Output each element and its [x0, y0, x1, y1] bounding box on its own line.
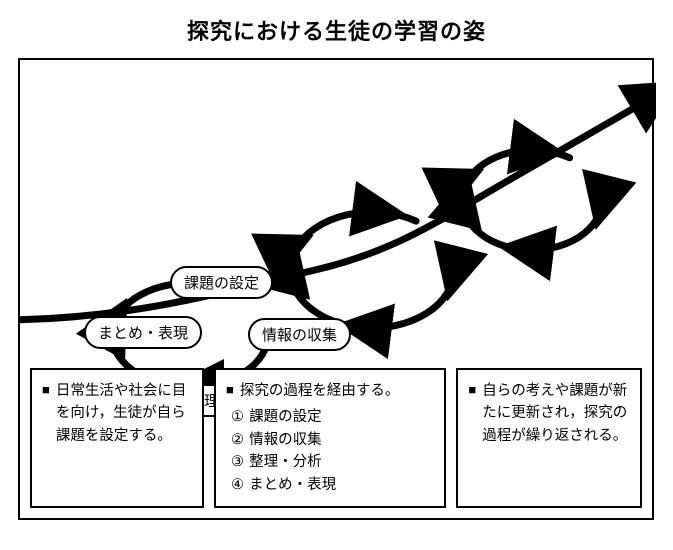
diagram-frame: 課題の設定 情報の収集 整理・分析 まとめ・表現 ■ 日常生活や社会に目を向け，…: [18, 58, 654, 520]
stage-label-right: 情報の収集: [248, 318, 351, 351]
caption-2-text: 探究の過程を経由する。: [240, 380, 400, 402]
stage-label-left: まとめ・表現: [84, 316, 202, 349]
bullet-icon: ■: [42, 380, 50, 447]
bullet-icon: ■: [226, 380, 234, 402]
caption-row: ■ 日常生活や社会に目を向け，生徒が自ら課題を設定する。 ■ 探究の過程を経由す…: [30, 368, 642, 508]
caption-box-2: ■ 探究の過程を経由する。 ①課題の設定 ②情報の収集 ③整理・分析 ④まとめ・…: [214, 368, 446, 508]
caption-box-3: ■ 自らの考えや課題が新たに更新され，探究の過程が繰り返される。: [456, 368, 642, 508]
caption-box-1: ■ 日常生活や社会に目を向け，生徒が自ら課題を設定する。: [30, 368, 204, 508]
caption-2-list: ①課題の設定 ②情報の収集 ③整理・分析 ④まとめ・表現: [226, 406, 434, 496]
caption-1-text: 日常生活や社会に目を向け，生徒が自ら課題を設定する。: [56, 380, 192, 447]
bullet-icon: ■: [468, 380, 476, 447]
page-title: 探究における生徒の学習の姿: [0, 14, 673, 46]
caption-3-text: 自らの考えや課題が新たに更新され，探究の過程が繰り返される。: [482, 380, 630, 447]
stage-label-top: 課題の設定: [170, 266, 273, 299]
